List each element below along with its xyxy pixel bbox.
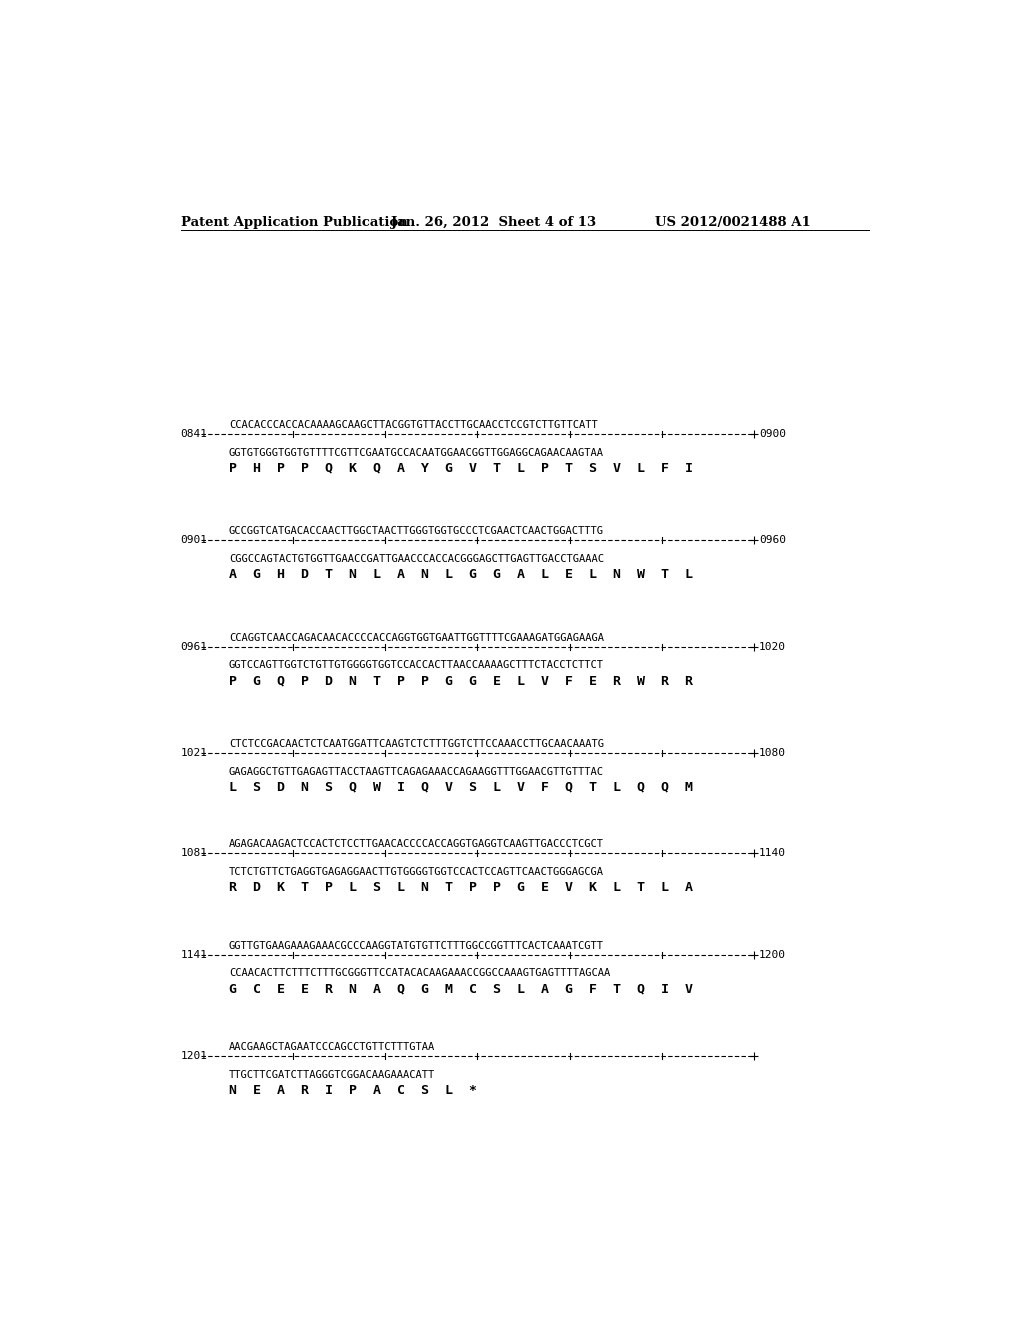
Text: AACGAAGCTAGAATCCCAGCCTGTTCTTTGTAA: AACGAAGCTAGAATCCCAGCCTGTTCTTTGTAA — [228, 1043, 435, 1052]
Text: Jan. 26, 2012  Sheet 4 of 13: Jan. 26, 2012 Sheet 4 of 13 — [391, 216, 597, 230]
Text: R  D  K  T  P  L  S  L  N  T  P  P  G  E  V  K  L  T  L  A: R D K T P L S L N T P P G E V K L T L A — [228, 880, 693, 894]
Text: TCTCTGTTCTGAGGTGAGAGGAACTTGTGGGGTGGTCCACTCCAGTTCAACTGGGAGCGA: TCTCTGTTCTGAGGTGAGAGGAACTTGTGGGGTGGTCCAC… — [228, 867, 604, 876]
Text: CCACACCCACCACAAAAGCAAGCTTACGGTGTTACCTTGCAACCTCCGTCTTGTTCATT: CCACACCCACCACAAAAGCAAGCTTACGGTGTTACCTTGC… — [228, 420, 597, 430]
Text: 0900: 0900 — [759, 429, 785, 440]
Text: CCAGGTCAACCAGACAACACCCCACCAGGTGGTGAATTGGTTTTCGAAAGATGGAGAAGA: CCAGGTCAACCAGACAACACCCCACCAGGTGGTGAATTGG… — [228, 632, 604, 643]
Text: 1081: 1081 — [180, 847, 208, 858]
Text: 1080: 1080 — [759, 748, 785, 758]
Text: 0961: 0961 — [180, 642, 208, 652]
Text: GGTGTGGGTGGTGTTTTCGTTCGAATGCCACAATGGAACGGTTGGAGGCAGAACAAGTAA: GGTGTGGGTGGTGTTTTCGTTCGAATGCCACAATGGAACG… — [228, 447, 604, 458]
Text: G  C  E  E  R  N  A  Q  G  M  C  S  L  A  G  F  T  Q  I  V: G C E E R N A Q G M C S L A G F T Q I V — [228, 982, 693, 995]
Text: L  S  D  N  S  Q  W  I  Q  V  S  L  V  F  Q  T  L  Q  Q  M: L S D N S Q W I Q V S L V F Q T L Q Q M — [228, 780, 693, 793]
Text: CCAACACTTCTTTCTTTGCGGGTTCCATACACAAGAAACCGGCCAAAGTGAGTTTTAGCAA: CCAACACTTCTTTCTTTGCGGGTTCCATACACAAGAAACC… — [228, 969, 610, 978]
Text: 1141: 1141 — [180, 949, 208, 960]
Text: US 2012/0021488 A1: US 2012/0021488 A1 — [655, 216, 811, 230]
Text: P  H  P  P  Q  K  Q  A  Y  G  V  T  L  P  T  S  V  L  F  I: P H P P Q K Q A Y G V T L P T S V L F I — [228, 462, 693, 475]
Text: GGTCCAGTTGGTCTGTTGTGGGGTGGTCCACCACTTAACCAAAAGCTTTCTACCTCTTCT: GGTCCAGTTGGTCTGTTGTGGGGTGGTCCACCACTTAACC… — [228, 660, 604, 671]
Text: 1201: 1201 — [180, 1051, 208, 1061]
Text: 0841: 0841 — [180, 429, 208, 440]
Text: P  G  Q  P  D  N  T  P  P  G  G  E  L  V  F  E  R  W  R  R: P G Q P D N T P P G G E L V F E R W R R — [228, 675, 693, 688]
Text: 1020: 1020 — [759, 642, 785, 652]
Text: 1021: 1021 — [180, 748, 208, 758]
Text: 0960: 0960 — [759, 536, 785, 545]
Text: 0901: 0901 — [180, 536, 208, 545]
Text: GGTTGTGAAGAAAGAAACGCCCAAGGTATGTGTTCTTTGGCCGGTTTCACTCAAATCGTT: GGTTGTGAAGAAAGAAACGCCCAAGGTATGTGTTCTTTGG… — [228, 941, 604, 950]
Text: CTCTCCGACAACTCTCAATGGATTCAAGTCTCTTTGGTCTTCCAAACCTTGCAACAAATG: CTCTCCGACAACTCTCAATGGATTCAAGTCTCTTTGGTCT… — [228, 739, 604, 748]
Text: 1200: 1200 — [759, 949, 785, 960]
Text: A  G  H  D  T  N  L  A  N  L  G  G  A  L  E  L  N  W  T  L: A G H D T N L A N L G G A L E L N W T L — [228, 568, 693, 581]
Text: Patent Application Publication: Patent Application Publication — [180, 216, 408, 230]
Text: N  E  A  R  I  P  A  C  S  L  *: N E A R I P A C S L * — [228, 1084, 477, 1097]
Text: GAGAGGCTGTTGAGAGTTACCTAAGTTCAGAGAAACCAGAAGGTTTGGAACGTTGTTTAC: GAGAGGCTGTTGAGAGTTACCTAAGTTCAGAGAAACCAGA… — [228, 767, 604, 776]
Text: TTGCTTCGATCTTAGGGTCGGACAAGAAACATT: TTGCTTCGATCTTAGGGTCGGACAAGAAACATT — [228, 1071, 435, 1080]
Text: GCCGGTCATGACACCAACTTGGCTAACTTGGGTGGTGCCCTCGAACTCAACTGGACTTTG: GCCGGTCATGACACCAACTTGGCTAACTTGGGTGGTGCCC… — [228, 527, 604, 536]
Text: 1140: 1140 — [759, 847, 785, 858]
Text: AGAGACAAGACTCCACTCTCCTTGAACACCCCACCAGGTGAGGTCAAGTTGACCCTCGCT: AGAGACAAGACTCCACTCTCCTTGAACACCCCACCAGGTG… — [228, 840, 604, 849]
Text: CGGCCAGTACTGTGGTTGAACCGATTGAACCCACCACGGGAGCTTGAGTTGACCTGAAAC: CGGCCAGTACTGTGGTTGAACCGATTGAACCCACCACGGG… — [228, 554, 604, 564]
